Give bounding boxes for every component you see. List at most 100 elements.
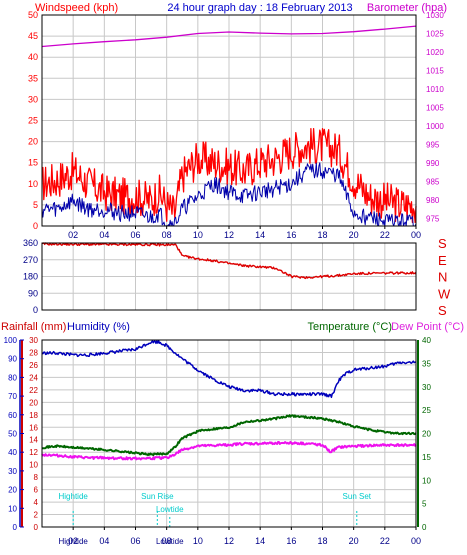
rain-y-tick-8: 8 [34,473,39,482]
dewpoint-series [41,440,417,461]
baro-y-tick-990: 990 [426,159,440,168]
barometer-series [41,25,417,48]
climate-panel-x-tick-10: 10 [193,536,203,546]
rain-y-tick-26: 26 [29,361,38,370]
labels-layer: Windspeed (kph) 24 hour graph day : 18 F… [1,2,464,546]
wind-y-tick-10: 10 [28,179,38,189]
wind-y-tick-40: 40 [28,52,38,62]
wind-y-tick-0: 0 [33,221,38,231]
temp-y-tick-15: 15 [422,453,431,462]
temperature-label: Temperature (°C) [308,321,392,333]
wind-panel-x-tick-22: 22 [380,230,390,240]
dir-y-tick-180: 180 [23,272,38,282]
humidity-y-tick-60: 60 [8,411,17,420]
baro-y-tick-985: 985 [426,178,440,187]
baro-y-tick-995: 995 [426,141,440,150]
climate-panel-x-tick-22: 22 [380,536,390,546]
baro-y-tick-980: 980 [426,196,440,205]
axes-layer [19,14,419,530]
wind-panel-x-tick-10: 10 [193,230,203,240]
event-label-0: Hightide [58,492,88,501]
humidity-y-tick-50: 50 [8,430,17,439]
wind-panel-x-tick-08: 08 [162,230,172,240]
humidity-y-tick-90: 90 [8,355,17,364]
dir-y-tick-0: 0 [33,305,38,315]
wind-y-tick-15: 15 [28,158,38,168]
baro-y-tick-975: 975 [426,215,440,224]
humidity-label: Humidity (%) [67,321,130,333]
climate-panel-x-tick-06: 06 [130,536,140,546]
wind-panel-x-tick-06: 06 [130,230,140,240]
temp-y-tick-5: 5 [422,500,427,509]
baro-y-tick-1025: 1025 [426,30,444,39]
baro-y-tick-1005: 1005 [426,104,444,113]
rain-y-tick-16: 16 [29,423,38,432]
wind-panel-x-tick-14: 14 [255,230,265,240]
baro-y-tick-1010: 1010 [426,85,444,94]
wind-panel-x-tick-20: 20 [349,230,359,240]
dir-y-tick-360: 360 [23,238,38,248]
rain-y-tick-6: 6 [34,486,39,495]
wind-y-tick-5: 5 [33,200,38,210]
temp-y-tick-10: 10 [422,476,431,485]
wind-panel-x-tick-16: 16 [286,230,296,240]
bottom-event-1: Lowtide [156,537,184,546]
dir-y-tick-270: 270 [23,255,38,265]
wind-y-tick-30: 30 [28,94,38,104]
temperature-series [41,414,417,457]
temp-y-tick-20: 20 [422,430,431,439]
temp-y-tick-40: 40 [422,336,431,345]
event-label-3: Sun Set [343,492,372,501]
bottom-event-0: Hightide [58,537,88,546]
wind-panel-x-tick-04: 04 [99,230,109,240]
wind-y-tick-25: 25 [28,116,38,126]
dewpoint-label: Dew Point (°C) [391,321,464,333]
rain-y-tick-30: 30 [29,336,38,345]
climate-panel-x-tick-04: 04 [99,536,109,546]
chart-title: 24 hour graph day : 18 February 2013 [167,2,352,14]
climate-panel-x-tick-00: 00 [411,536,421,546]
baro-y-tick-1015: 1015 [426,67,444,76]
wind-direction-series [41,242,417,280]
wind-panel-x-tick-02: 02 [68,230,78,240]
climate-panel-x-tick-14: 14 [255,536,265,546]
climate-panel-x-tick-16: 16 [286,536,296,546]
wind-y-tick-35: 35 [28,73,38,83]
baro-y-tick-1030: 1030 [426,11,444,20]
header-windspeed-label: Windspeed (kph) [35,2,118,14]
rain-y-tick-12: 12 [29,448,38,457]
series-layer [41,25,417,527]
baro-y-tick-1000: 1000 [426,122,444,131]
rain-y-tick-2: 2 [34,511,39,520]
climate-panel-x-tick-12: 12 [224,536,234,546]
humidity-y-tick-100: 100 [4,336,18,345]
wind-y-tick-20: 20 [28,137,38,147]
rain-y-tick-0: 0 [34,523,39,532]
humidity-series [41,340,417,399]
humidity-y-tick-20: 20 [8,486,17,495]
wind-panel-x-tick-18: 18 [317,230,327,240]
rain-y-tick-24: 24 [29,373,38,382]
humidity-y-tick-30: 30 [8,467,17,476]
climate-panel-x-tick-02: 02 [68,536,78,546]
dir-y-tick-90: 90 [28,288,38,298]
compass-N-2: N [438,270,447,285]
compass-S-4: S [438,303,447,318]
compass-W-3: W [438,286,451,301]
climate-panel-x-tick-20: 20 [349,536,359,546]
wind-y-tick-45: 45 [28,31,38,41]
windspeed-series [41,127,417,224]
rain-y-tick-14: 14 [29,436,38,445]
rainfall-label: Rainfall (mm) [1,321,66,333]
wind-y-tick-50: 50 [28,10,38,20]
compass-S-0: S [438,236,447,251]
header-barometer-label: Barometer (hpa) [367,2,447,14]
temp-y-tick-0: 0 [422,523,427,532]
temp-y-tick-30: 30 [422,383,431,392]
baro-y-tick-1020: 1020 [426,48,444,57]
rain-y-tick-20: 20 [29,398,38,407]
humidity-y-tick-70: 70 [8,392,17,401]
gust-series [41,162,417,227]
